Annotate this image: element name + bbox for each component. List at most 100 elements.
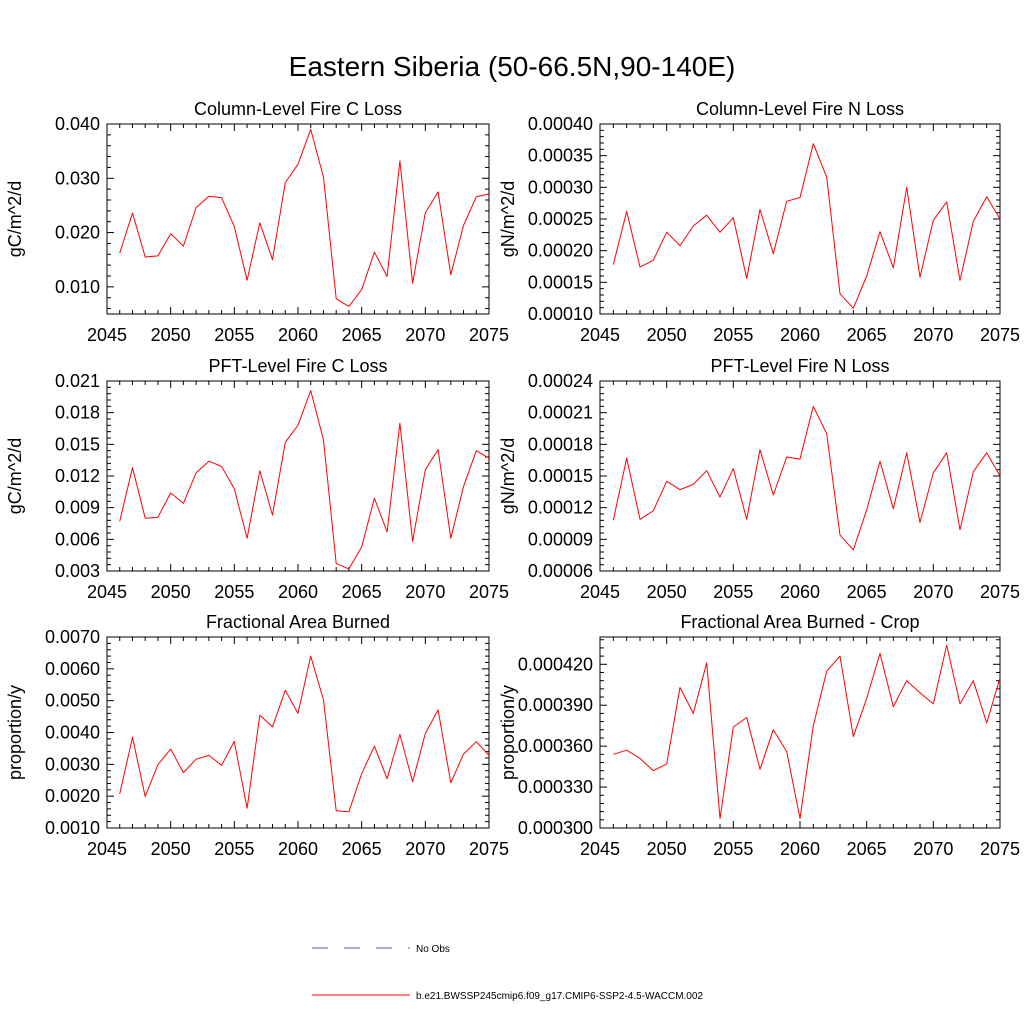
x-tick-label: 2060 bbox=[278, 325, 318, 345]
x-tick-label: 2060 bbox=[278, 839, 318, 859]
plot-frame bbox=[599, 123, 1001, 315]
legend-no-obs-label: No Obs bbox=[416, 944, 450, 955]
series-line bbox=[613, 644, 1001, 819]
y-tick-label: 0.00018 bbox=[528, 434, 593, 454]
series-line bbox=[612, 405, 1001, 551]
x-tick-label: 2060 bbox=[780, 325, 820, 345]
chart-panel-2: Column-Level Fire N Loss gN/m^2/d 2045 2050… bbox=[498, 99, 1020, 345]
x-tick-label: 2065 bbox=[847, 839, 887, 859]
y-tick-label: 0.012 bbox=[55, 466, 100, 486]
x-tick-label: 2050 bbox=[151, 839, 191, 859]
y-tick-label: 0.00006 bbox=[528, 561, 593, 581]
y-tick-label: 0.003 bbox=[55, 561, 100, 581]
x-tick-label: 2075 bbox=[980, 325, 1020, 345]
x-tick-label: 2055 bbox=[713, 839, 753, 859]
x-tick-label: 2055 bbox=[713, 325, 753, 345]
x-tick-label: 2065 bbox=[847, 325, 887, 345]
x-tick-label: 2055 bbox=[214, 582, 254, 602]
panel-title: Fractional Area Burned bbox=[206, 612, 390, 632]
y-tick-label: 0.006 bbox=[55, 529, 100, 549]
plot-frame bbox=[599, 380, 1001, 572]
y-tick-label: 0.021 bbox=[55, 371, 100, 391]
x-tick-label: 2075 bbox=[469, 582, 509, 602]
plot-frame bbox=[599, 636, 1001, 829]
x-tick-label: 2055 bbox=[214, 839, 254, 859]
y-tick-label: 0.000420 bbox=[518, 654, 593, 674]
legend-model-label: b.e21.BWSSP245cmip6.f09_g17.CMIP6-SSP2-4… bbox=[416, 991, 703, 1002]
x-tick-label: 2045 bbox=[87, 582, 127, 602]
y-tick-label: 0.030 bbox=[55, 168, 100, 188]
chart-panel-4: PFT-Level Fire N Loss gN/m^2/d 2045 2050 205… bbox=[498, 356, 1020, 602]
x-tick-label: 2075 bbox=[980, 839, 1020, 859]
panel-title: Fractional Area Burned - Crop bbox=[680, 612, 919, 632]
x-tick-label: 2070 bbox=[913, 839, 953, 859]
plot-frame bbox=[106, 380, 490, 572]
y-tick-label: 0.0070 bbox=[45, 627, 100, 647]
y-tick-label: 0.00030 bbox=[528, 177, 593, 197]
series-line bbox=[119, 655, 490, 813]
legend: No Obs b.e21.BWSSP245cmip6.f09_g17.CMIP6… bbox=[312, 944, 703, 1002]
y-axis-label: proportion/y bbox=[5, 685, 25, 780]
y-tick-label: 0.000390 bbox=[518, 695, 593, 715]
y-tick-label: 0.020 bbox=[55, 223, 100, 243]
x-tick-label: 2060 bbox=[780, 582, 820, 602]
y-tick-label: 0.018 bbox=[55, 403, 100, 423]
x-tick-label: 2075 bbox=[980, 582, 1020, 602]
x-tick-label: 2070 bbox=[405, 839, 445, 859]
x-tick-label: 2065 bbox=[847, 582, 887, 602]
panel-title: Column-Level Fire N Loss bbox=[696, 99, 904, 119]
x-tick-label: 2075 bbox=[469, 325, 509, 345]
x-tick-label: 2060 bbox=[780, 839, 820, 859]
x-tick-label: 2045 bbox=[87, 839, 127, 859]
series-line bbox=[119, 390, 490, 570]
x-tick-label: 2050 bbox=[151, 582, 191, 602]
series-line bbox=[612, 143, 1001, 309]
y-tick-label: 0.00021 bbox=[528, 403, 593, 423]
y-axis-label: gC/m^2/d bbox=[5, 181, 25, 257]
x-tick-label: 2045 bbox=[580, 582, 620, 602]
chart-panel-6: Fractional Area Burned - Crop proportion/… bbox=[498, 612, 1020, 859]
y-tick-label: 0.000330 bbox=[518, 777, 593, 797]
y-tick-label: 0.00012 bbox=[528, 498, 593, 518]
y-tick-label: 0.00025 bbox=[528, 209, 593, 229]
plot-frame bbox=[106, 636, 490, 829]
y-tick-label: 0.040 bbox=[55, 114, 100, 134]
x-tick-label: 2065 bbox=[342, 325, 382, 345]
y-tick-label: 0.00009 bbox=[528, 529, 593, 549]
y-tick-label: 0.0040 bbox=[45, 723, 100, 743]
x-tick-label: 2055 bbox=[214, 325, 254, 345]
figure-title: Eastern Siberia (50-66.5N,90-140E) bbox=[289, 51, 736, 82]
y-tick-label: 0.0010 bbox=[45, 818, 100, 838]
x-tick-label: 2055 bbox=[713, 582, 753, 602]
x-tick-label: 2065 bbox=[342, 582, 382, 602]
x-tick-label: 2045 bbox=[87, 325, 127, 345]
y-axis-label: gN/m^2/d bbox=[498, 181, 518, 257]
y-tick-label: 0.00040 bbox=[528, 114, 593, 134]
chart-panel-3: PFT-Level Fire C Loss gC/m^2/d 2045 2050 205… bbox=[5, 356, 509, 602]
y-tick-label: 0.0020 bbox=[45, 786, 100, 806]
y-tick-label: 0.00024 bbox=[528, 371, 593, 391]
y-tick-label: 0.000360 bbox=[518, 736, 593, 756]
chart-panel-1: Column-Level Fire C Loss gC/m^2/d 2045 2050… bbox=[5, 99, 509, 345]
x-tick-label: 2070 bbox=[913, 582, 953, 602]
panel-title: PFT-Level Fire N Loss bbox=[710, 356, 889, 376]
panel-title: PFT-Level Fire C Loss bbox=[208, 356, 387, 376]
plot-frame bbox=[106, 123, 490, 315]
y-axis-label: gC/m^2/d bbox=[5, 438, 25, 514]
y-tick-label: 0.000300 bbox=[518, 818, 593, 838]
y-axis-label: proportion/y bbox=[498, 685, 518, 780]
x-tick-label: 2070 bbox=[913, 325, 953, 345]
y-tick-label: 0.00015 bbox=[528, 466, 593, 486]
y-tick-label: 0.010 bbox=[55, 277, 100, 297]
x-tick-label: 2070 bbox=[405, 582, 445, 602]
x-tick-label: 2065 bbox=[342, 839, 382, 859]
x-tick-label: 2050 bbox=[647, 325, 687, 345]
x-tick-label: 2050 bbox=[647, 839, 687, 859]
y-tick-label: 0.00015 bbox=[528, 272, 593, 292]
panel-title: Column-Level Fire C Loss bbox=[194, 99, 402, 119]
y-tick-label: 0.0050 bbox=[45, 691, 100, 711]
panel-grid: Column-Level Fire C Loss gC/m^2/d 2045 2050… bbox=[5, 99, 1020, 859]
y-tick-label: 0.00010 bbox=[528, 304, 593, 324]
x-tick-label: 2060 bbox=[278, 582, 318, 602]
